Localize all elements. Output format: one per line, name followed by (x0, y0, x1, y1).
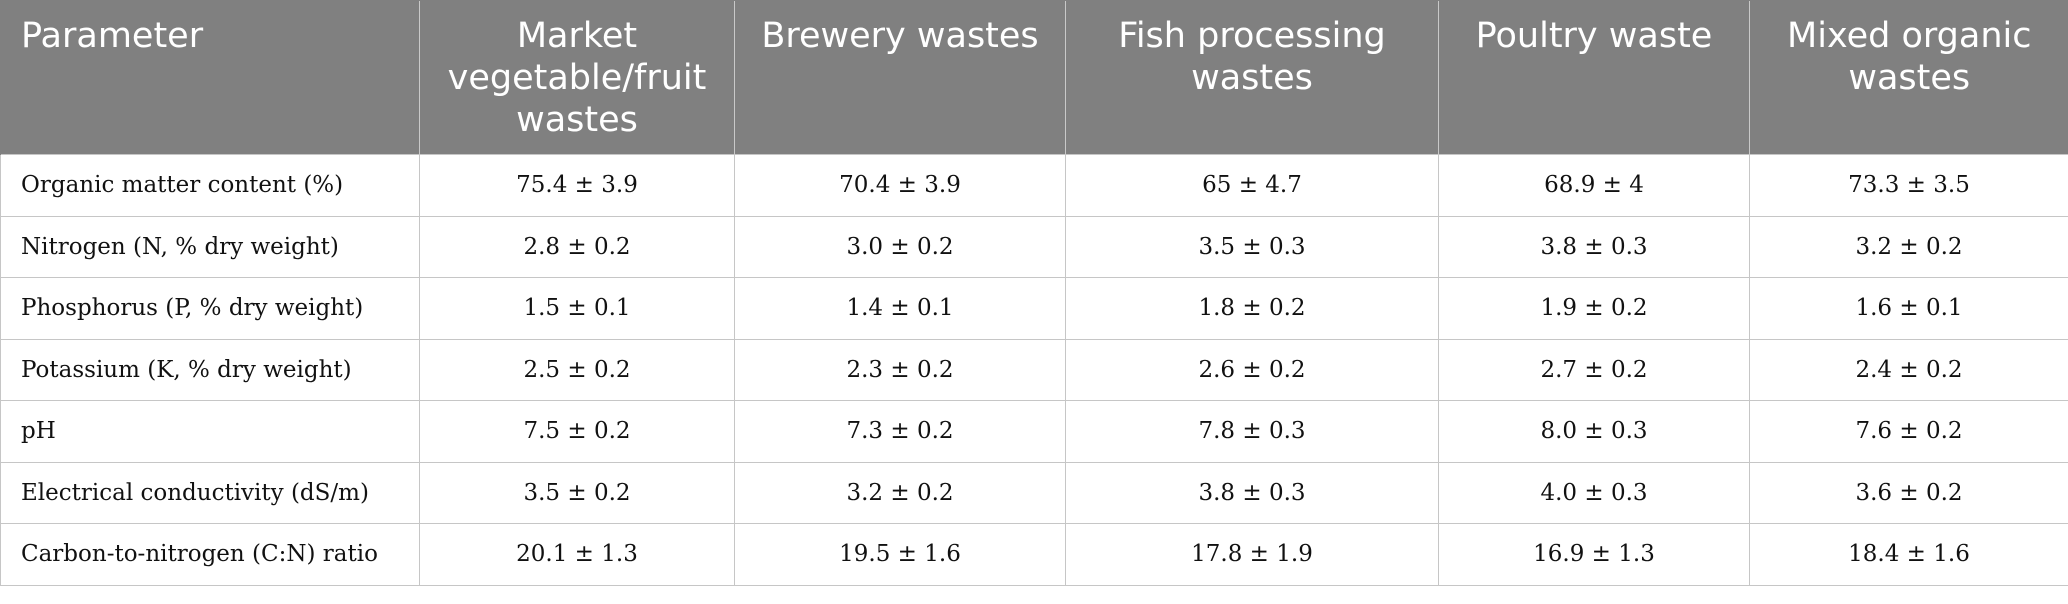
table-cell: 68.9 ± 4 (1438, 154, 1750, 217)
table-cell: 19.5 ± 1.6 (734, 523, 1066, 586)
table-cell: 70.4 ± 3.9 (734, 154, 1066, 217)
table-body: Organic matter content (%) 75.4 ± 3.9 70… (0, 154, 2068, 586)
parameters-table: Parameter Market vegetable/fruit wastes … (0, 0, 2068, 586)
table-cell: 2.4 ± 0.2 (1749, 338, 2068, 401)
table-cell: 2.7 ± 0.2 (1438, 338, 1750, 401)
table-row: Electrical conductivity (dS/m) 3.5 ± 0.2… (0, 461, 2068, 524)
table-cell: 7.3 ± 0.2 (734, 400, 1066, 463)
table-cell: 7.5 ± 0.2 (419, 400, 735, 463)
table-cell: 2.6 ± 0.2 (1065, 338, 1439, 401)
table-cell: 3.2 ± 0.2 (734, 461, 1066, 524)
header-mixed-organic-wastes: Mixed organic wastes (1749, 0, 2068, 155)
table-cell: 7.6 ± 0.2 (1749, 400, 2068, 463)
row-label: Phosphorus (P, % dry weight) (0, 277, 420, 340)
data-table-container: Parameter Market vegetable/fruit wastes … (0, 0, 2068, 586)
table-header: Parameter Market vegetable/fruit wastes … (0, 0, 2068, 155)
table-cell: 2.3 ± 0.2 (734, 338, 1066, 401)
header-fish-processing-wastes: Fish processing wastes (1065, 0, 1439, 155)
table-cell: 75.4 ± 3.9 (419, 154, 735, 217)
table-row: Carbon-to-nitrogen (C:N) ratio 20.1 ± 1.… (0, 523, 2068, 586)
table-cell: 3.8 ± 0.3 (1065, 461, 1439, 524)
header-row: Parameter Market vegetable/fruit wastes … (0, 0, 2068, 155)
table-row: Organic matter content (%) 75.4 ± 3.9 70… (0, 154, 2068, 217)
header-parameter: Parameter (0, 0, 420, 155)
header-market-vegetable-fruit-wastes: Market vegetable/fruit wastes (419, 0, 735, 155)
table-cell: 1.4 ± 0.1 (734, 277, 1066, 340)
row-label: Carbon-to-nitrogen (C:N) ratio (0, 523, 420, 586)
table-cell: 7.8 ± 0.3 (1065, 400, 1439, 463)
table-cell: 3.0 ± 0.2 (734, 215, 1066, 278)
header-poultry-waste: Poultry waste (1438, 0, 1750, 155)
table-cell: 3.5 ± 0.3 (1065, 215, 1439, 278)
table-row: pH 7.5 ± 0.2 7.3 ± 0.2 7.8 ± 0.3 8.0 ± 0… (0, 400, 2068, 463)
table-cell: 65 ± 4.7 (1065, 154, 1439, 217)
table-cell: 18.4 ± 1.6 (1749, 523, 2068, 586)
table-cell: 1.9 ± 0.2 (1438, 277, 1750, 340)
table-cell: 17.8 ± 1.9 (1065, 523, 1439, 586)
row-label: pH (0, 400, 420, 463)
row-label: Electrical conductivity (dS/m) (0, 461, 420, 524)
table-cell: 2.8 ± 0.2 (419, 215, 735, 278)
table-cell: 2.5 ± 0.2 (419, 338, 735, 401)
table-cell: 73.3 ± 3.5 (1749, 154, 2068, 217)
table-cell: 3.2 ± 0.2 (1749, 215, 2068, 278)
table-cell: 1.8 ± 0.2 (1065, 277, 1439, 340)
table-cell: 1.6 ± 0.1 (1749, 277, 2068, 340)
row-label: Nitrogen (N, % dry weight) (0, 215, 420, 278)
table-cell: 3.5 ± 0.2 (419, 461, 735, 524)
table-cell: 3.8 ± 0.3 (1438, 215, 1750, 278)
table-cell: 3.6 ± 0.2 (1749, 461, 2068, 524)
table-cell: 8.0 ± 0.3 (1438, 400, 1750, 463)
table-cell: 20.1 ± 1.3 (419, 523, 735, 586)
header-brewery-wastes: Brewery wastes (734, 0, 1066, 155)
table-cell: 1.5 ± 0.1 (419, 277, 735, 340)
row-label: Potassium (K, % dry weight) (0, 338, 420, 401)
table-cell: 4.0 ± 0.3 (1438, 461, 1750, 524)
row-label: Organic matter content (%) (0, 154, 420, 217)
table-row: Nitrogen (N, % dry weight) 2.8 ± 0.2 3.0… (0, 215, 2068, 278)
table-row: Phosphorus (P, % dry weight) 1.5 ± 0.1 1… (0, 277, 2068, 340)
table-cell: 16.9 ± 1.3 (1438, 523, 1750, 586)
table-row: Potassium (K, % dry weight) 2.5 ± 0.2 2.… (0, 338, 2068, 401)
